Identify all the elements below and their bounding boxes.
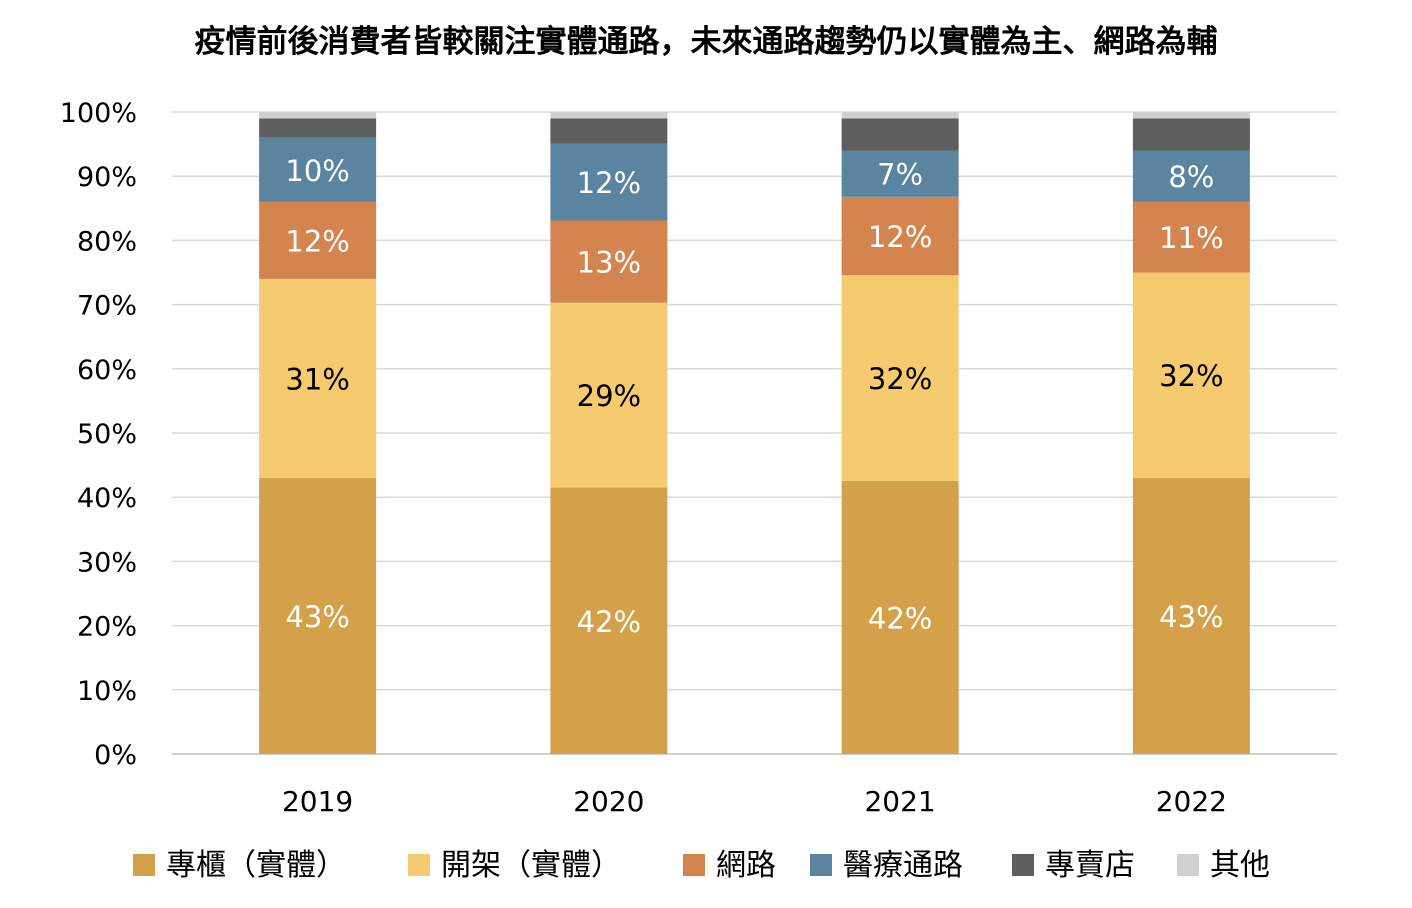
bar-segment (1132, 118, 1250, 151)
data-label: 42% (868, 601, 932, 635)
bar-segment (259, 477, 377, 754)
legend-swatch (1177, 854, 1199, 876)
bar-segment (259, 201, 377, 279)
bar-segment (259, 278, 377, 478)
bar-segment (841, 480, 959, 754)
legend-swatch (810, 854, 832, 876)
bar-segment (1132, 272, 1250, 478)
data-label: 32% (868, 362, 932, 396)
y-tick-label: 80% (77, 226, 137, 257)
legend-swatch (1012, 854, 1034, 876)
y-tick-label: 50% (77, 419, 137, 450)
legend-label: 專賣店 (1045, 848, 1135, 883)
y-tick-label: 70% (77, 291, 137, 322)
bar-segment (1132, 112, 1250, 119)
y-tick-label: 0% (94, 740, 137, 771)
y-tick-label: 30% (77, 547, 137, 578)
data-label: 11% (1159, 221, 1223, 255)
bar-segment (550, 118, 668, 144)
bar-segment (550, 220, 668, 303)
data-label: 12% (285, 224, 349, 258)
legend-label: 醫療通路 (843, 848, 963, 883)
x-tick-label: 2019 (282, 785, 353, 818)
data-label: 42% (577, 605, 641, 639)
x-tick-label: 2021 (864, 785, 935, 818)
data-label: 43% (1159, 600, 1223, 634)
y-tick-label: 90% (77, 162, 137, 193)
bar-segment (259, 118, 377, 138)
y-tick-label: 10% (77, 676, 137, 707)
legend-label: 開架（實體） (441, 848, 621, 883)
bar-segment (1132, 477, 1250, 754)
legend-item: 專賣店 (1012, 848, 1135, 883)
bar-segment (841, 150, 959, 197)
y-tick-label: 100% (60, 98, 137, 129)
y-tick-label: 60% (77, 355, 137, 386)
data-label: 32% (1159, 359, 1223, 393)
x-tick-label: 2020 (573, 785, 644, 818)
data-label: 10% (285, 154, 349, 188)
bar-segment (841, 112, 959, 119)
bar-segment (550, 487, 668, 754)
data-label: 43% (285, 600, 349, 634)
data-label: 29% (577, 379, 641, 413)
legend-item: 醫療通路 (810, 848, 963, 883)
bar-segment (550, 143, 668, 221)
bar-segment (841, 196, 959, 276)
bar-segment (841, 118, 959, 151)
data-label: 13% (577, 246, 641, 280)
legend-swatch (133, 854, 155, 876)
bar-segment (550, 112, 668, 119)
chart-title: 疫情前後消費者皆較關注實體通路，未來通路趨勢仍以實體為主、網路為輔 (195, 24, 1218, 60)
y-tick-label: 40% (77, 483, 137, 514)
legend-label: 其他 (1210, 848, 1270, 883)
legend-item: 網路 (683, 848, 776, 883)
legend-item: 專櫃（實體） (133, 848, 346, 883)
legend-item: 其他 (1177, 848, 1270, 883)
bar-segment (259, 112, 377, 119)
data-label: 12% (868, 220, 932, 254)
bar-segment (550, 302, 668, 488)
bar-segment (841, 275, 959, 481)
x-tick-label: 2022 (1156, 785, 1227, 818)
bar-segment (1132, 201, 1250, 273)
legend-swatch (683, 854, 705, 876)
legend-item: 開架（實體） (408, 848, 621, 883)
bar-segment (1132, 150, 1250, 202)
data-label: 12% (577, 166, 641, 200)
legend-swatch (408, 854, 430, 876)
bar-segment (259, 137, 377, 202)
y-tick-label: 20% (77, 612, 137, 643)
legend-label: 專櫃（實體） (166, 848, 346, 883)
data-label: 7% (877, 158, 923, 192)
legend-label: 網路 (716, 848, 776, 883)
data-label: 8% (1168, 160, 1214, 194)
data-label: 31% (285, 362, 349, 396)
